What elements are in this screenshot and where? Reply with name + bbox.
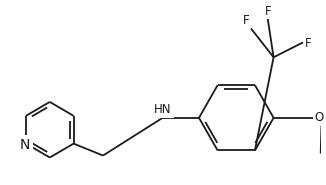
Text: F: F: [305, 37, 312, 50]
Text: F: F: [265, 5, 272, 18]
Text: HN: HN: [154, 103, 171, 116]
Text: O: O: [315, 111, 324, 124]
Text: N: N: [20, 138, 30, 152]
Text: F: F: [243, 14, 249, 28]
